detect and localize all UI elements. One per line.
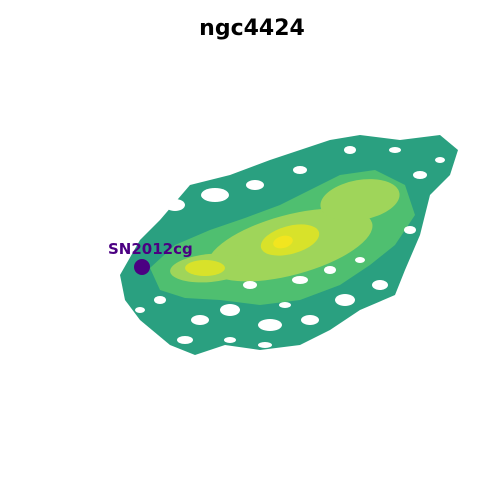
mask-hole [293,166,307,174]
mask-hole [201,188,229,202]
mask-hole [435,157,445,163]
mask-hole [372,280,388,290]
mask-hole [404,226,416,234]
mask-hole [292,276,308,284]
mask-hole [389,147,401,153]
emission-peak [273,235,293,249]
mask-hole [344,146,356,154]
mask-hole [355,257,365,263]
figure-title: ngc4424 [199,16,305,41]
supernova-marker: SN2012cg [108,240,193,275]
emission-core-sw [185,260,225,276]
supernova-dot [134,259,150,275]
mask-hole [258,342,272,348]
mask-hole [224,337,236,343]
mask-hole [324,266,336,274]
mask-hole [258,319,282,331]
mask-hole [413,171,427,179]
emission-inner-ne [320,179,400,221]
mask-hole [165,199,185,211]
galaxy-emission-region [120,135,458,355]
mask-hole [243,281,257,289]
mask-hole [220,304,240,316]
mask-hole [335,294,355,306]
supernova-label: SN2012cg [108,240,193,258]
mask-hole [279,302,291,308]
mask-hole [246,180,264,190]
mask-hole [191,315,209,325]
mask-hole [154,296,166,304]
mask-hole [301,315,319,325]
mask-hole [177,336,193,344]
mask-hole [135,307,145,313]
